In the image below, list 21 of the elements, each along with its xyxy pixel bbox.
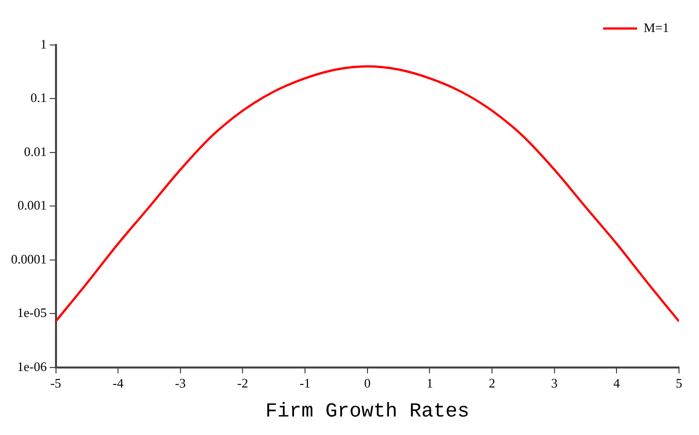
x-tick-label: -5 <box>50 376 62 391</box>
x-tick-label: -1 <box>300 376 310 391</box>
legend-label: M=1 <box>644 20 669 35</box>
x-tick-label: -3 <box>174 376 186 391</box>
x-tick-label: 5 <box>676 376 682 391</box>
x-tick-label: -2 <box>237 376 248 391</box>
y-tick-label: 1e-06 <box>17 358 48 374</box>
y-tick-label: 1 <box>40 36 47 52</box>
x-tick-label: 4 <box>613 376 620 391</box>
x-tick-label: 2 <box>488 376 496 391</box>
x-tick-label: 3 <box>551 376 558 391</box>
x-tick-label: -4 <box>112 376 124 391</box>
y-tick-label: 0.0001 <box>11 251 47 266</box>
y-tick-label: 0.1 <box>30 90 47 106</box>
y-tick-label: 1e-05 <box>17 305 47 320</box>
y-tick-label: 0.001 <box>18 198 47 213</box>
x-axis-title: Firm Growth Rates <box>265 400 470 424</box>
line-series <box>56 65 679 322</box>
x-tick-label: 0 <box>364 376 371 391</box>
x-tick-label: 1 <box>426 376 433 391</box>
y-tick-label: 0.01 <box>24 144 47 159</box>
